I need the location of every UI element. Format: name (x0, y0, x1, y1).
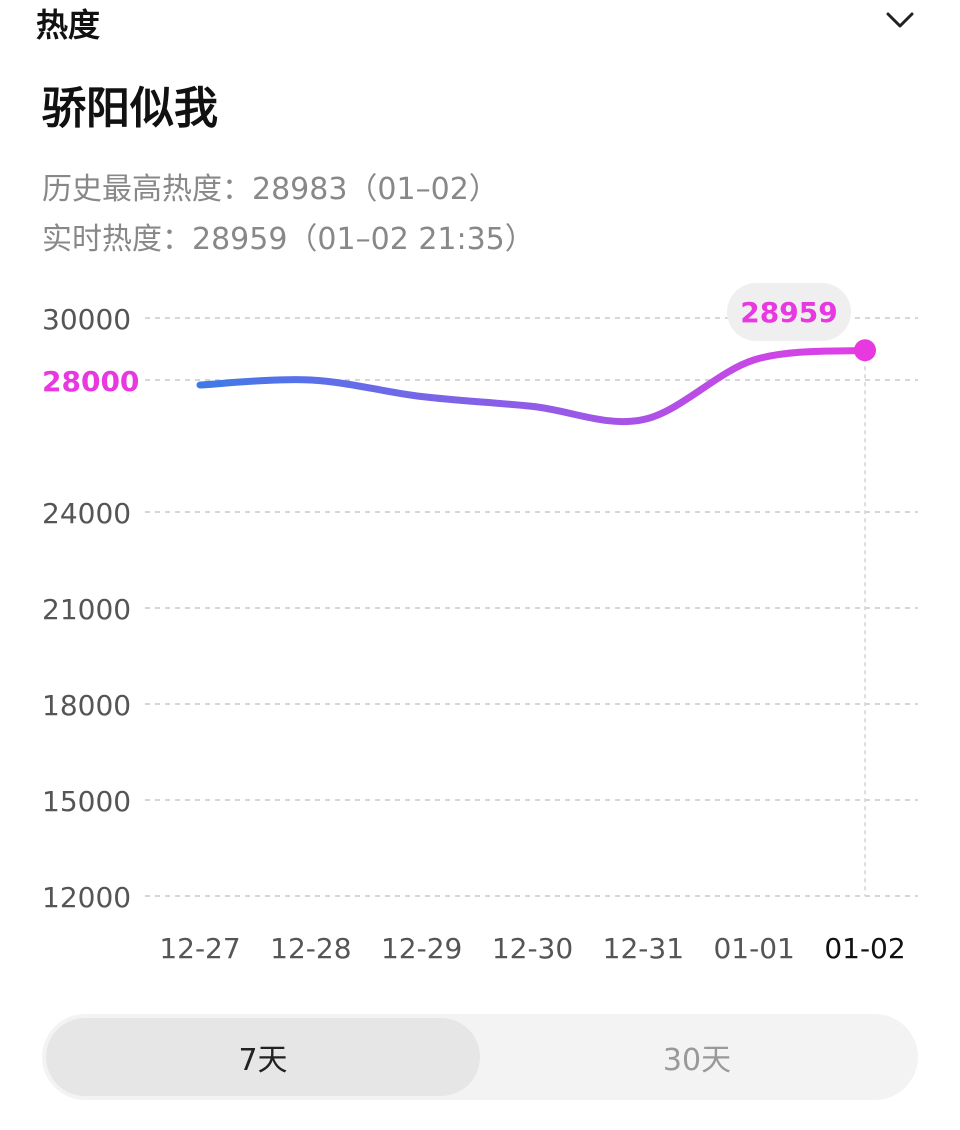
series-line (200, 350, 865, 421)
y-tick-label: 15000 (42, 785, 131, 818)
current-point (854, 339, 876, 361)
y-tick-label: 21000 (42, 593, 131, 626)
range-tabs: 7天 30天 (42, 1014, 918, 1100)
y-tick-label: 30000 (42, 303, 131, 336)
history-high-stat: 历史最高热度：28983（01–02） (42, 164, 499, 208)
x-tick-label: 12-28 (270, 932, 351, 965)
header: 热度 (0, 0, 960, 44)
heat-line-chart: 30000 28000 24000 21000 18000 15000 12000 12-27… (0, 270, 960, 990)
header-title: 热度 (36, 0, 100, 46)
realtime-stat: 实时热度：28959（01–02 21:35） (42, 214, 535, 258)
current-value-label: 28959 (740, 296, 837, 329)
x-tick-label: 12-27 (159, 932, 240, 965)
x-tick-label: 12-30 (492, 932, 573, 965)
y-tick-label: 24000 (42, 497, 131, 530)
tab-30-days[interactable]: 30天 (480, 1018, 914, 1096)
page-title: 骄阳似我 (42, 72, 218, 136)
x-tick-label: 12-31 (603, 932, 684, 965)
tab-7-days[interactable]: 7天 (46, 1018, 480, 1096)
x-tick-label: 12-29 (381, 932, 462, 965)
x-tick-label: 01-02 (824, 932, 905, 965)
y-tick-label: 12000 (42, 881, 131, 914)
y-tick-label: 28000 (42, 365, 139, 398)
x-tick-label: 01-01 (713, 932, 794, 965)
chevron-down-icon[interactable] (884, 6, 916, 34)
y-tick-label: 18000 (42, 689, 131, 722)
